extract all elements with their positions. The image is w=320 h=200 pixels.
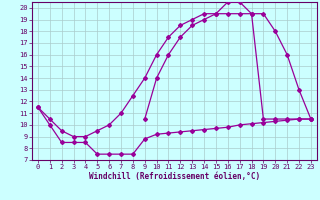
- X-axis label: Windchill (Refroidissement éolien,°C): Windchill (Refroidissement éolien,°C): [89, 172, 260, 181]
